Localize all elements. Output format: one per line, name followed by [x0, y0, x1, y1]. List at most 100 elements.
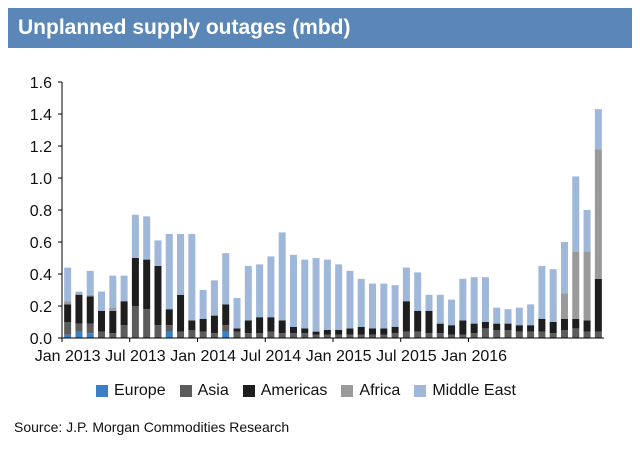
bar-segment-americas [335, 330, 343, 335]
bar-segment-americas [481, 322, 489, 329]
bar-segment-middle-east [459, 278, 467, 321]
bar-segment-asia [109, 333, 117, 338]
bar-segment-asia [425, 333, 433, 338]
bar-segment-middle-east [572, 176, 580, 252]
bar-segment-middle-east [549, 269, 557, 322]
bar-segment-africa [572, 251, 580, 319]
chart-title: Unplanned supply outages (mbd) [18, 16, 351, 39]
bar-segment-africa [86, 294, 94, 297]
legend-swatch [242, 385, 255, 397]
bar-segment-asia [335, 334, 343, 338]
bar-segment-middle-east [244, 266, 252, 321]
bar-segment-americas [504, 323, 512, 330]
bar-segment-middle-east [560, 242, 568, 294]
bar-segment-middle-east [289, 254, 297, 327]
bar-segment-middle-east [199, 290, 207, 319]
bar-segment-americas [369, 328, 377, 335]
legend-item: Middle East [414, 382, 516, 400]
bar-segment-middle-east [380, 283, 388, 329]
bar-segment-middle-east [109, 275, 117, 308]
bar-segment-americas [278, 320, 286, 334]
bar-segment-asia [448, 334, 456, 338]
legend-label: Americas [260, 382, 328, 399]
bar-segment-asia [244, 333, 252, 338]
bar-segment-asia [369, 334, 377, 338]
bar-segment-middle-east [143, 216, 151, 260]
legend-item: Asia [179, 382, 229, 400]
bar-segment-asia [346, 334, 354, 338]
bar-segment-asia [86, 323, 94, 334]
x-tick-label: Jan 2015 [306, 348, 372, 365]
bar-segment-europe [75, 331, 83, 338]
bar-segment-americas [560, 318, 568, 330]
bar-segment-asia [323, 334, 331, 338]
legend-item: Europe [96, 382, 166, 400]
bar-segment-americas [222, 304, 230, 326]
bar-segment-americas [436, 323, 444, 334]
bar-segment-asia [402, 331, 410, 338]
legend-swatch [341, 385, 354, 397]
bar-segment-middle-east [323, 259, 331, 330]
bar-segment-asia [256, 333, 264, 338]
bar-segment-americas [380, 328, 388, 335]
bar-segment-americas [143, 259, 151, 310]
bar-segment-asia [493, 330, 501, 338]
bar-segment-middle-east [527, 304, 535, 326]
bar-segment-americas [470, 323, 478, 334]
bar-segment-asia [64, 322, 72, 335]
bar-segment-middle-east [177, 234, 185, 295]
bar-segment-middle-east [98, 291, 106, 311]
x-tick-label: Jan 2013 [35, 348, 101, 365]
bar-segment-asia [267, 331, 275, 338]
bar-segment-americas [323, 330, 331, 335]
chart-legend: Europe Asia Americas Africa Middle East [96, 380, 530, 402]
legend-label: Middle East [432, 382, 516, 399]
bar-segment-asia [436, 333, 444, 338]
bar-segment-asia [98, 331, 106, 338]
legend-swatch [414, 385, 427, 397]
bar-segment-middle-east [165, 234, 173, 310]
bar-segment-asia [233, 331, 241, 338]
bar-segment-middle-east [436, 294, 444, 324]
bar-segment-asia [75, 323, 83, 332]
bar-segment-europe [222, 331, 230, 338]
bar-segment-middle-east [369, 283, 377, 329]
bar-segment-asia [199, 331, 207, 338]
bar-segment-asia [222, 325, 230, 332]
bar-segment-asia [538, 331, 546, 338]
bar-segment-middle-east [64, 267, 72, 302]
bar-segment-asia [154, 325, 162, 338]
bar-segment-asia [131, 306, 139, 338]
bar-segment-americas [583, 320, 591, 332]
bar-segment-asia [481, 328, 489, 338]
bar-segment-americas [289, 326, 297, 334]
bar-segment-americas [448, 325, 456, 335]
bar-segment-americas [177, 294, 185, 332]
bar-segment-asia [165, 325, 173, 332]
bar-segment-americas [188, 320, 196, 330]
y-tick-label: 0.0 [30, 331, 52, 348]
bar-segment-asia [301, 333, 309, 338]
bar-segment-africa [560, 293, 568, 319]
bar-segment-asia [357, 334, 365, 338]
x-tick-label: Jan 2014 [170, 348, 236, 365]
bar-segment-americas [267, 317, 275, 332]
bar-segment-americas [538, 318, 546, 332]
bar-segment-middle-east [278, 232, 286, 321]
bar-segment-americas [256, 317, 264, 334]
bar-segment-middle-east [470, 277, 478, 324]
bar-segment-americas [312, 331, 320, 335]
legend-label: Europe [114, 382, 166, 399]
legend-label: Africa [359, 382, 401, 399]
y-tick-label: 1.0 [30, 171, 52, 188]
bar-segment-middle-east [154, 240, 162, 266]
bar-segment-americas [109, 310, 117, 334]
y-tick-label: 1.4 [30, 107, 52, 124]
bar-segment-americas [165, 309, 173, 326]
bar-segment-asia [560, 330, 568, 338]
legend-label: Asia [197, 382, 229, 399]
bar-segment-middle-east [515, 307, 523, 326]
x-tick-label: Jan 2016 [441, 348, 507, 365]
bar-segment-africa [594, 149, 602, 279]
